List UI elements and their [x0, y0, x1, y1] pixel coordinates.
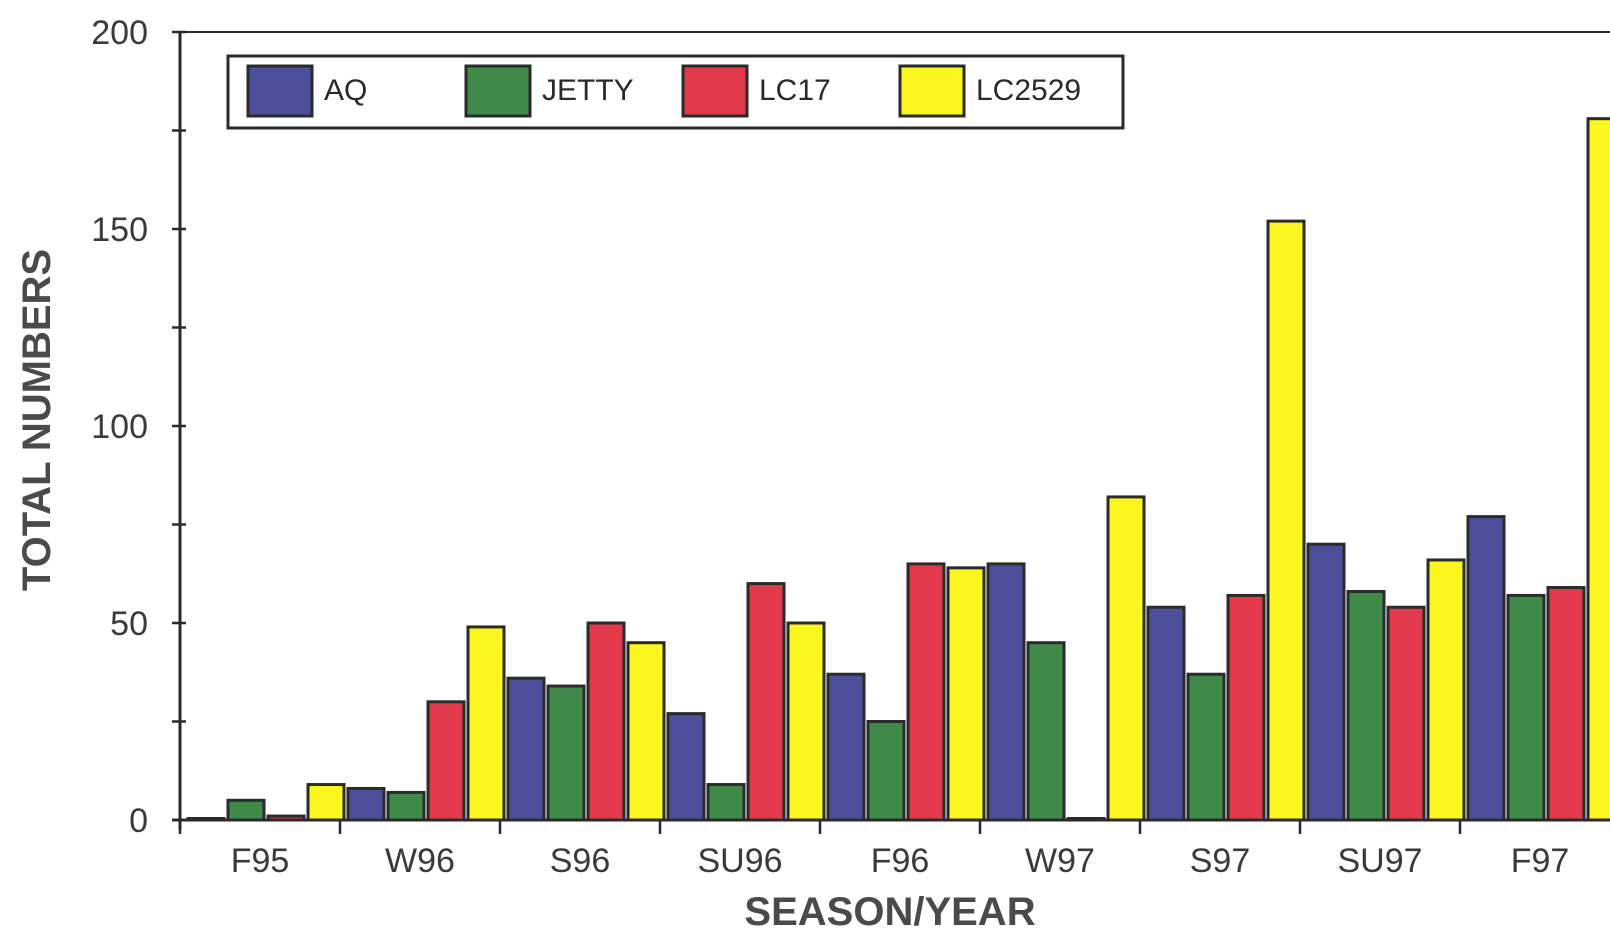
bar-aq-f97 — [1466, 515, 1506, 822]
x-tick-label: S96 — [550, 842, 611, 880]
bar-jetty-f96 — [866, 720, 906, 822]
x-tick-label: F95 — [231, 842, 290, 880]
x-tick-label: W96 — [385, 842, 455, 880]
legend-swatch-jetty — [464, 64, 532, 118]
bar-aq-s96 — [506, 676, 546, 822]
x-tick-label: F96 — [871, 842, 930, 880]
x-tick-label: SU97 — [1337, 842, 1422, 880]
bar-lc17-w96 — [426, 700, 466, 822]
legend-swatch-aq — [246, 64, 314, 118]
legend-box — [226, 54, 1125, 130]
x-tick-label: F97 — [1511, 842, 1570, 880]
y-tick-label: 150 — [91, 211, 148, 249]
bar-lc2529-su96 — [786, 621, 826, 822]
x-tick-label: W97 — [1025, 842, 1095, 880]
bar-jetty-f95 — [226, 798, 266, 822]
legend: AQ JETTY LC17 LC2529 — [226, 54, 1125, 130]
bar-jetty-su96 — [706, 783, 746, 822]
bar-lc17-s97 — [1226, 593, 1266, 822]
bar-lc2529-s96 — [626, 641, 666, 822]
bar-lc2529-f96 — [946, 566, 986, 822]
y-axis-title: TOTAL NUMBERS — [15, 249, 59, 591]
bar-lc17-su97 — [1386, 605, 1426, 822]
bars — [186, 117, 1610, 822]
bar-jetty-s96 — [546, 684, 586, 822]
bar-jetty-w97 — [1026, 641, 1066, 822]
bar-jetty-w96 — [386, 790, 426, 822]
bar-lc17-f95 — [266, 814, 306, 822]
y-tick-label: 200 — [91, 14, 148, 52]
bar-lc2529-s97 — [1266, 219, 1306, 822]
legend-label-lc17: LC17 — [759, 74, 831, 107]
bar-aq-su96 — [666, 712, 706, 822]
bar-aq-w97 — [986, 562, 1026, 822]
axes: 0 50 100 150 200 F95 W96 S96 SU96 F96 W97 S97 SU97 F9… — [91, 14, 1610, 880]
bar-jetty-su97 — [1346, 589, 1386, 822]
legend-label-lc2529: LC2529 — [976, 74, 1081, 107]
bar-aq-s97 — [1146, 605, 1186, 822]
bar-lc2529-w97 — [1106, 495, 1146, 822]
legend-label-jetty: JETTY — [542, 74, 634, 107]
bar-lc17-su96 — [746, 582, 786, 822]
legend-label-aq: AQ — [324, 74, 367, 107]
bar-lc2529-su97 — [1426, 558, 1466, 822]
bar-jetty-f97 — [1506, 593, 1546, 822]
x-tick-label: S97 — [1190, 842, 1251, 880]
y-tick-label: 0 — [129, 802, 148, 840]
bar-aq-f96 — [826, 672, 866, 822]
bar-aq-su97 — [1306, 542, 1346, 822]
x-axis-title: SEASON/YEAR — [744, 890, 1035, 934]
x-tick-label: SU96 — [697, 842, 782, 880]
bar-aq-w96 — [346, 786, 386, 822]
y-tick-label: 100 — [91, 408, 148, 446]
y-tick-label: 50 — [110, 605, 148, 643]
legend-swatch-lc17 — [681, 64, 749, 118]
bar-lc2529-f97 — [1586, 117, 1610, 822]
bar-lc17-s96 — [586, 621, 626, 822]
bar-aq-f95 — [186, 817, 226, 822]
bar-lc17-f97 — [1546, 586, 1586, 822]
bar-lc17-w97 — [1066, 817, 1106, 822]
bar-lc2529-f95 — [306, 783, 346, 822]
bar-lc2529-w96 — [466, 625, 506, 822]
bar-jetty-s97 — [1186, 672, 1226, 822]
bar-lc17-f96 — [906, 562, 946, 822]
legend-swatch-lc2529 — [898, 64, 966, 118]
